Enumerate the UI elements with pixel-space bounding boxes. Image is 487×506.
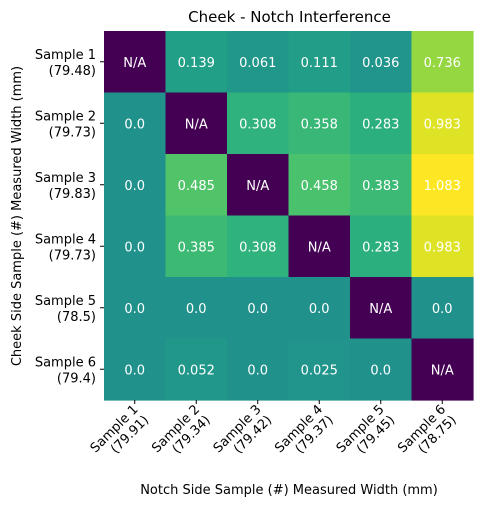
y-tick-label: Sample 5 (78.5) [35, 294, 96, 325]
cell-value-label: N/A [185, 117, 208, 132]
cell-value-label: 0.0 [124, 363, 145, 378]
cell-value-label: 0.308 [239, 117, 276, 132]
heatmap-cells [104, 31, 474, 401]
heatmap-cell [350, 31, 413, 94]
y-tick-label: Sample 3 (79.83) [35, 171, 96, 202]
heatmap-cell [411, 154, 474, 217]
heatmap-cell [227, 215, 290, 278]
heatmap-cell [411, 31, 474, 94]
heatmap-cell [350, 154, 413, 217]
heatmap-cell [411, 338, 474, 401]
heatmap-cell [288, 154, 351, 217]
cell-value-label: N/A [369, 302, 392, 317]
y-tick-label: Sample 2 (79.73) [35, 109, 96, 140]
cell-value-label: 0.0 [124, 240, 145, 255]
x-tick-label: Sample 6(78.75) [395, 402, 459, 466]
heatmap-cell [350, 215, 413, 278]
y-tick-label: Sample 1 (79.48) [35, 48, 96, 79]
heatmap-cell [104, 92, 167, 155]
heatmap-cell [350, 92, 413, 155]
cell-value-label: 0.0 [124, 302, 145, 317]
heatmap-cell [411, 92, 474, 155]
heatmap-cell [104, 277, 167, 340]
cell-value-label: N/A [431, 363, 454, 378]
cell-value-label: 0.0 [247, 363, 268, 378]
cell-value-label: 0.383 [362, 179, 399, 194]
heatmap-cell [350, 277, 413, 340]
x-tick-label: Sample 4(79.37) [272, 402, 336, 466]
cell-value-label: 0.052 [178, 363, 215, 378]
heatmap-cell [288, 31, 351, 94]
x-tick-label: Sample 5(79.45) [334, 402, 398, 466]
heatmap-cell [227, 277, 290, 340]
heatmap-cell-labels: N/A 0.139 0.061 0.111 0.036 0.736 0.0 N/A 0.308 0… [123, 56, 461, 379]
heatmap-cell [165, 338, 228, 401]
cell-value-label: 0.111 [301, 56, 338, 71]
heatmap-cell [350, 338, 413, 401]
heatmap-cell [288, 215, 351, 278]
x-tick-label: Sample 1(79.91) [88, 402, 152, 466]
cell-value-label: 0.485 [178, 179, 215, 194]
cell-value-label: 0.308 [239, 240, 276, 255]
cell-value-label: 0.0 [432, 302, 453, 317]
heatmap-cell [288, 277, 351, 340]
heatmap-cell [104, 338, 167, 401]
heatmap-cell [411, 215, 474, 278]
cell-value-label: 0.385 [178, 240, 215, 255]
heatmap-cell [411, 277, 474, 340]
heatmap-cell [165, 215, 228, 278]
cell-value-label: 0.283 [362, 117, 399, 132]
cell-value-label: 0.283 [362, 240, 399, 255]
cell-value-label: 0.036 [362, 56, 399, 71]
cell-value-label: N/A [308, 240, 331, 255]
cell-value-label: 0.983 [424, 117, 461, 132]
heatmap-cell [288, 92, 351, 155]
x-tick-label: Sample 3(79.42) [211, 402, 275, 466]
cell-value-label: 0.139 [178, 56, 215, 71]
heatmap-cell [227, 338, 290, 401]
heatmap-cell [288, 338, 351, 401]
cell-value-label: 0.736 [424, 56, 461, 71]
y-axis-title: Cheek Side Sample (#) Measured Width (mm… [10, 66, 25, 366]
cell-value-label: 0.358 [301, 117, 338, 132]
cell-value-label: 0.0 [370, 363, 391, 378]
heatmap-cell [227, 154, 290, 217]
heatmap-cell [165, 31, 228, 94]
heatmap-cell [104, 215, 167, 278]
y-tick-label: Sample 4 (79.73) [35, 232, 96, 263]
x-tick-label: Sample 2(79.34) [149, 402, 213, 466]
heatmap-cell [227, 31, 290, 94]
cell-value-label: N/A [123, 56, 146, 71]
heatmap-cell [165, 92, 228, 155]
cell-value-label: 0.0 [186, 302, 207, 317]
cell-value-label: N/A [246, 179, 269, 194]
heatmap-cell [104, 31, 167, 94]
heatmap-cell [227, 92, 290, 155]
y-tick-label: Sample 6 (79.4) [35, 355, 96, 386]
heatmap-cell [165, 154, 228, 217]
cell-value-label: 0.983 [424, 240, 461, 255]
chart-title: Cheek - Notch Interference [188, 8, 391, 26]
cell-value-label: 1.083 [424, 179, 461, 194]
cell-value-label: 0.061 [239, 56, 276, 71]
heatmap-cell [104, 154, 167, 217]
x-axis-title: Notch Side Sample (#) Measured Width (mm… [140, 483, 438, 498]
x-axis-ticks: Sample 1(79.91)Sample 2(79.34)Sample 3(7… [88, 400, 460, 466]
heatmap-cell [165, 277, 228, 340]
cell-value-label: 0.0 [124, 117, 145, 132]
cell-value-label: 0.0 [309, 302, 330, 317]
cell-value-label: 0.0 [247, 302, 268, 317]
cell-value-label: 0.458 [301, 179, 338, 194]
cell-value-label: 0.025 [301, 363, 338, 378]
y-axis-ticks: Sample 1 (79.48) Sample 2 (79.73) Sample 3 (7… [35, 48, 104, 386]
cell-value-label: 0.0 [124, 179, 145, 194]
